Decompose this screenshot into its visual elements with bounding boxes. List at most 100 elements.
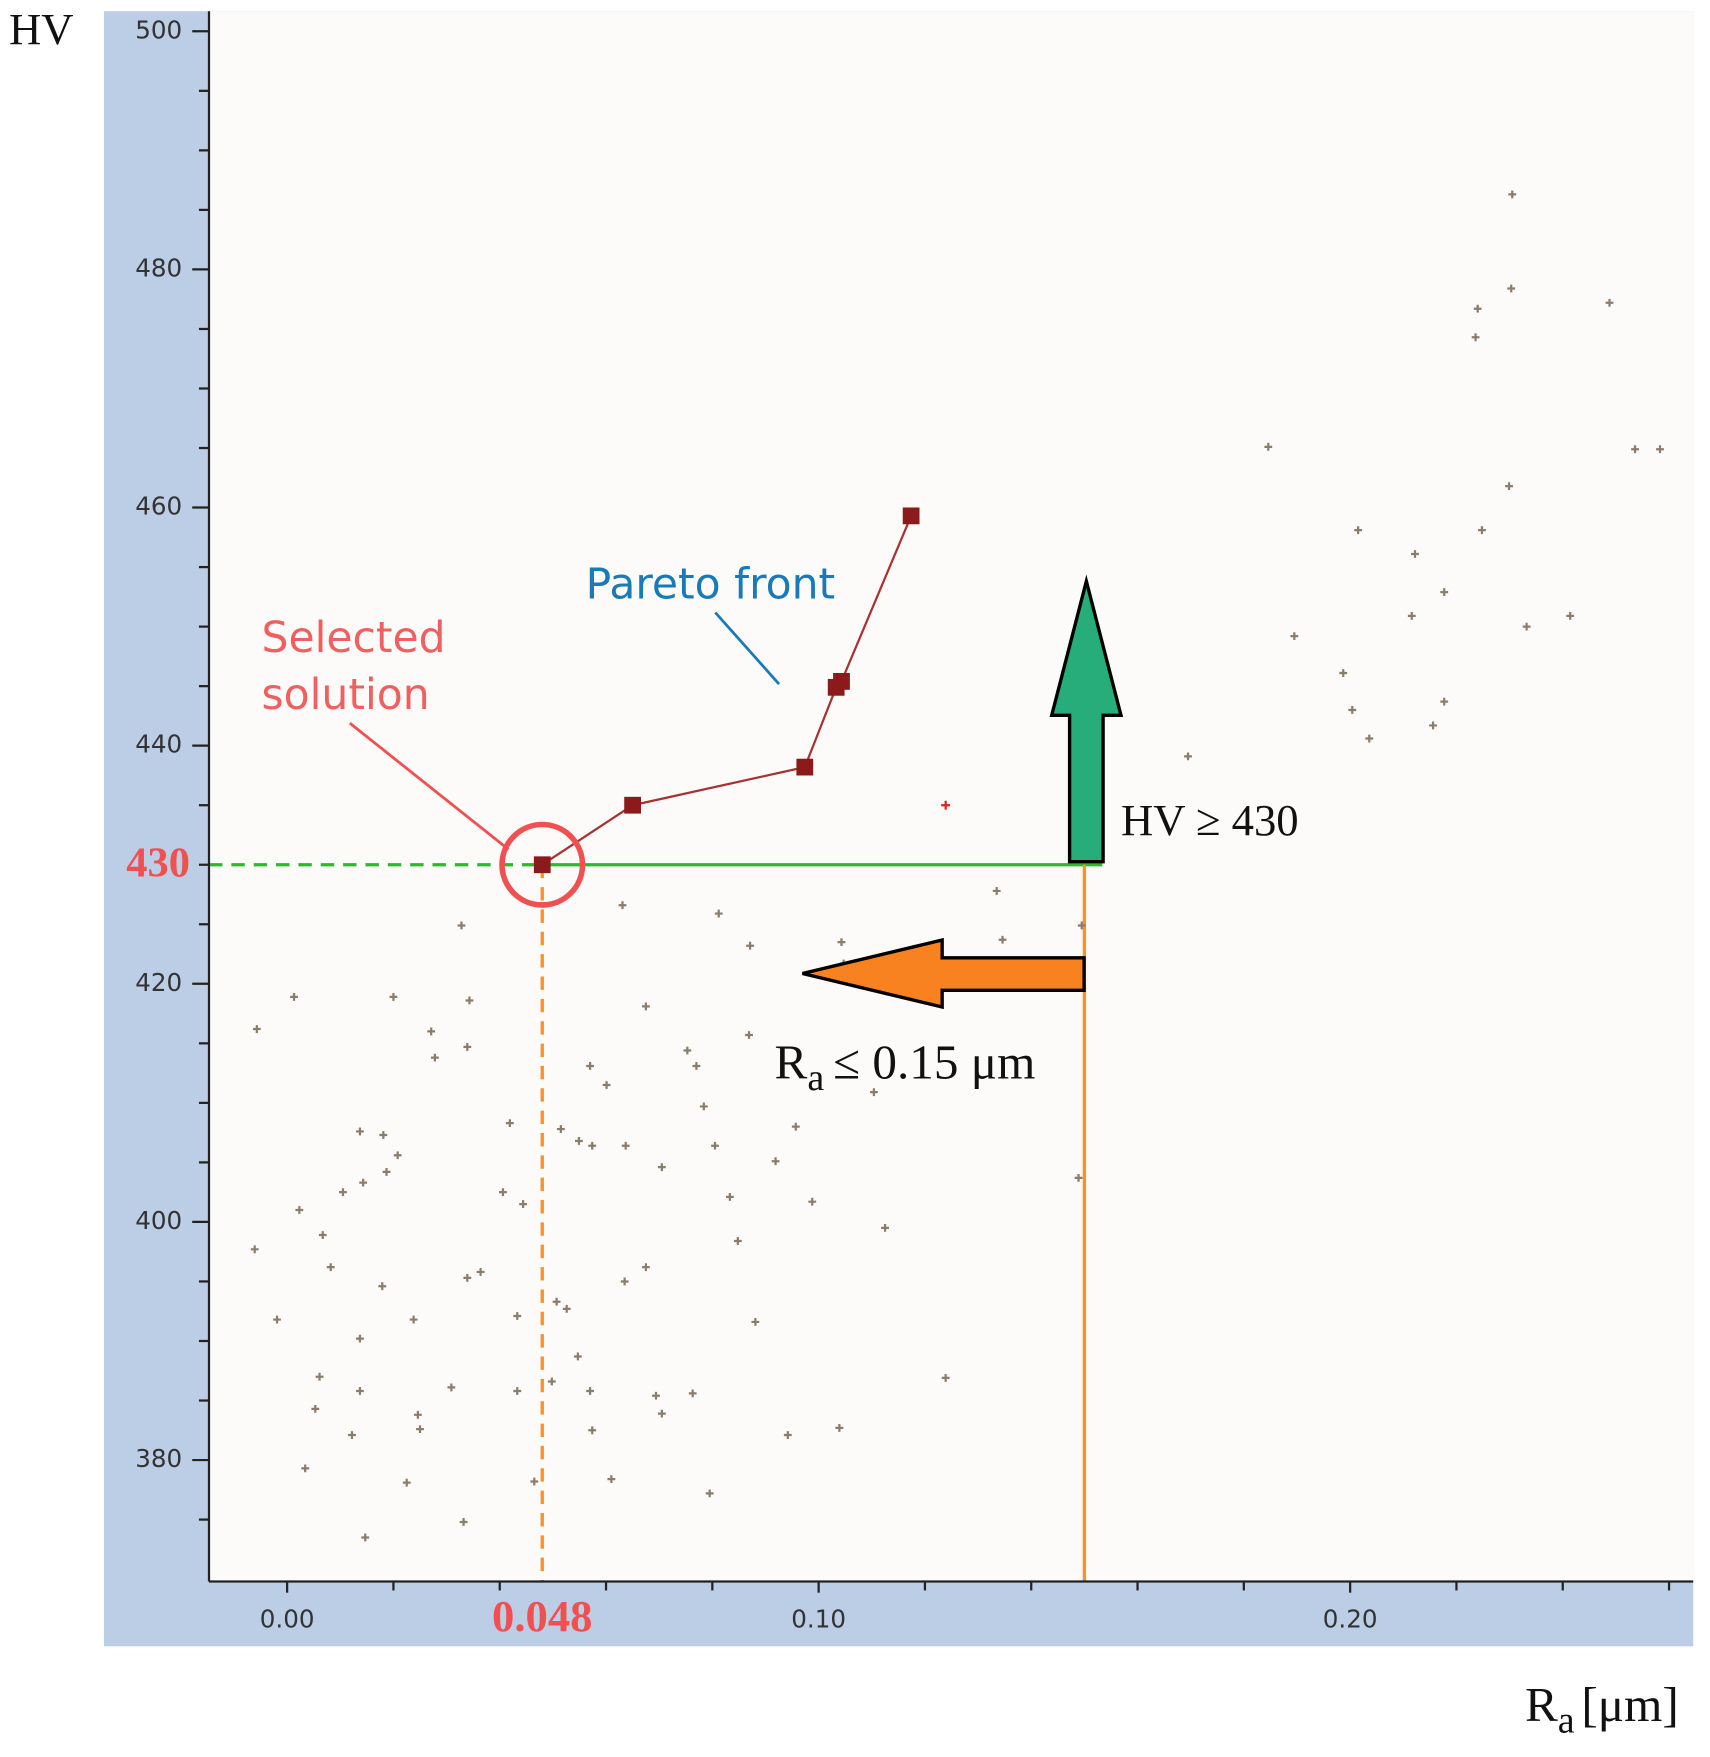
constraint-subscript: a — [807, 1057, 824, 1099]
solution-point — [378, 1282, 387, 1291]
solution-point — [463, 1042, 472, 1051]
selected-circle — [499, 821, 586, 908]
solution-point — [318, 1231, 327, 1239]
solution-point — [326, 1263, 335, 1272]
x-label-symbol: R — [1525, 1677, 1558, 1732]
y-tick-label: 480 — [135, 253, 182, 282]
solution-point — [1508, 190, 1517, 199]
solution-point — [620, 1277, 629, 1286]
solution-point — [513, 1312, 522, 1320]
solution-point — [998, 935, 1007, 944]
solution-point — [250, 1245, 259, 1254]
solution-point — [476, 1268, 485, 1276]
solution-point — [402, 1478, 411, 1487]
solution-point — [505, 1119, 514, 1128]
y-tick-label: 400 — [135, 1206, 182, 1235]
solution-point — [1411, 550, 1419, 558]
solution-point — [290, 992, 298, 1001]
solution-point — [1077, 921, 1086, 930]
solution-point — [683, 1046, 692, 1055]
solution-point — [837, 938, 846, 947]
solution-point — [588, 1141, 597, 1150]
solution-point — [1631, 445, 1639, 454]
solution-point — [1656, 445, 1664, 454]
solution-point — [1365, 734, 1374, 743]
selected-label: Selected — [262, 614, 446, 663]
left-arrow — [802, 937, 1086, 1010]
x-tick-label: 0.10 — [791, 1605, 846, 1634]
solution-point — [252, 1025, 261, 1033]
pareto-line — [541, 515, 913, 866]
pareto-point — [624, 796, 641, 814]
solution-point — [1290, 632, 1299, 641]
solution-point — [382, 1168, 391, 1176]
y-tick-label: 420 — [135, 968, 182, 997]
solution-point — [657, 1409, 666, 1418]
selected-label: solution — [262, 671, 430, 720]
solution-point — [519, 1200, 528, 1208]
y-tick-label: 380 — [135, 1444, 182, 1473]
solution-point — [1429, 721, 1437, 730]
solution-point — [725, 1193, 734, 1201]
solution-point — [361, 1533, 370, 1542]
solution-point — [652, 1391, 660, 1400]
solution-point — [556, 1125, 565, 1133]
solution-point — [1407, 611, 1416, 620]
solution-point — [573, 1352, 582, 1361]
pareto-leader — [714, 611, 781, 685]
solution-point — [457, 921, 466, 930]
x-tick-label: 0.00 — [260, 1605, 315, 1634]
solution-point — [641, 1002, 650, 1011]
solution-point — [746, 941, 754, 950]
solution-point — [733, 1237, 742, 1245]
ticks-layer: 380 400 420 440 460 480 500 0.00 0.10 0.20 — [135, 15, 1671, 1634]
up-arrow — [1049, 574, 1124, 864]
solution-point — [711, 1141, 719, 1150]
solution-point — [430, 1053, 439, 1062]
solution-point — [692, 1062, 701, 1070]
solution-point — [1471, 333, 1480, 342]
solution-point — [393, 1151, 402, 1160]
y-axis-label: HV — [9, 4, 74, 54]
solution-point — [607, 1475, 616, 1484]
solution-point — [641, 1263, 650, 1272]
solution-point — [465, 996, 474, 1005]
solution-point — [416, 1425, 424, 1434]
x-axis-label: Ra [μm] — [1525, 1677, 1679, 1741]
solution-point — [1505, 482, 1513, 491]
solution-point — [1605, 298, 1614, 307]
constraint-label: Ra ≤ 0.15 μm — [775, 1035, 1036, 1099]
solution-point — [586, 1062, 595, 1070]
solution-point — [311, 1404, 320, 1413]
solution-point — [751, 1318, 760, 1326]
solution-point — [562, 1304, 571, 1313]
solution-point — [339, 1188, 347, 1197]
solution-point — [356, 1127, 364, 1136]
solution-point — [586, 1387, 595, 1395]
solution-point — [1348, 706, 1357, 714]
solution-point — [791, 1122, 800, 1131]
solution-point — [356, 1334, 364, 1343]
solution-point — [602, 1081, 611, 1089]
solution-point — [870, 1088, 878, 1097]
solution-point — [295, 1206, 304, 1214]
solution-point — [1473, 304, 1482, 313]
solution-point — [699, 1102, 708, 1111]
solution-point — [783, 1431, 792, 1439]
points-layer — [250, 190, 1664, 1542]
solution-point — [621, 1141, 630, 1150]
selected-leader — [348, 722, 510, 851]
solution-point — [359, 1178, 368, 1187]
solution-point — [705, 1489, 714, 1498]
solution-point — [657, 1163, 666, 1172]
solution-point — [459, 1518, 468, 1526]
solution-point — [745, 1031, 753, 1039]
y-tick-label: 440 — [135, 730, 182, 759]
solution-point — [1074, 1173, 1083, 1182]
solution-point — [1354, 526, 1363, 535]
x-label-unit: [μm] — [1581, 1677, 1678, 1732]
solution-point — [714, 909, 723, 918]
solution-point — [688, 1389, 697, 1398]
